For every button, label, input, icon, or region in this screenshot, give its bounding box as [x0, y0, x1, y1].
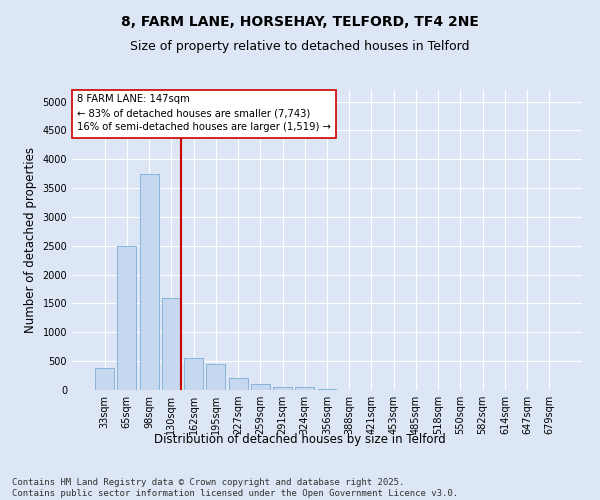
- Bar: [118, 246, 136, 390]
- Bar: [273, 387, 292, 390]
- Bar: [140, 174, 158, 390]
- Text: 8, FARM LANE, HORSEHAY, TELFORD, TF4 2NE: 8, FARM LANE, HORSEHAY, TELFORD, TF4 2NE: [121, 15, 479, 29]
- Text: Contains HM Land Registry data © Crown copyright and database right 2025.
Contai: Contains HM Land Registry data © Crown c…: [12, 478, 458, 498]
- Bar: [317, 389, 337, 390]
- Bar: [229, 378, 248, 390]
- Text: 8 FARM LANE: 147sqm
← 83% of detached houses are smaller (7,743)
16% of semi-det: 8 FARM LANE: 147sqm ← 83% of detached ho…: [77, 94, 331, 132]
- Y-axis label: Number of detached properties: Number of detached properties: [24, 147, 37, 333]
- Bar: [206, 364, 225, 390]
- Bar: [162, 298, 181, 390]
- Text: Distribution of detached houses by size in Telford: Distribution of detached houses by size …: [154, 432, 446, 446]
- Bar: [251, 384, 270, 390]
- Text: Size of property relative to detached houses in Telford: Size of property relative to detached ho…: [130, 40, 470, 53]
- Bar: [295, 387, 314, 390]
- Bar: [95, 368, 114, 390]
- Bar: [184, 358, 203, 390]
